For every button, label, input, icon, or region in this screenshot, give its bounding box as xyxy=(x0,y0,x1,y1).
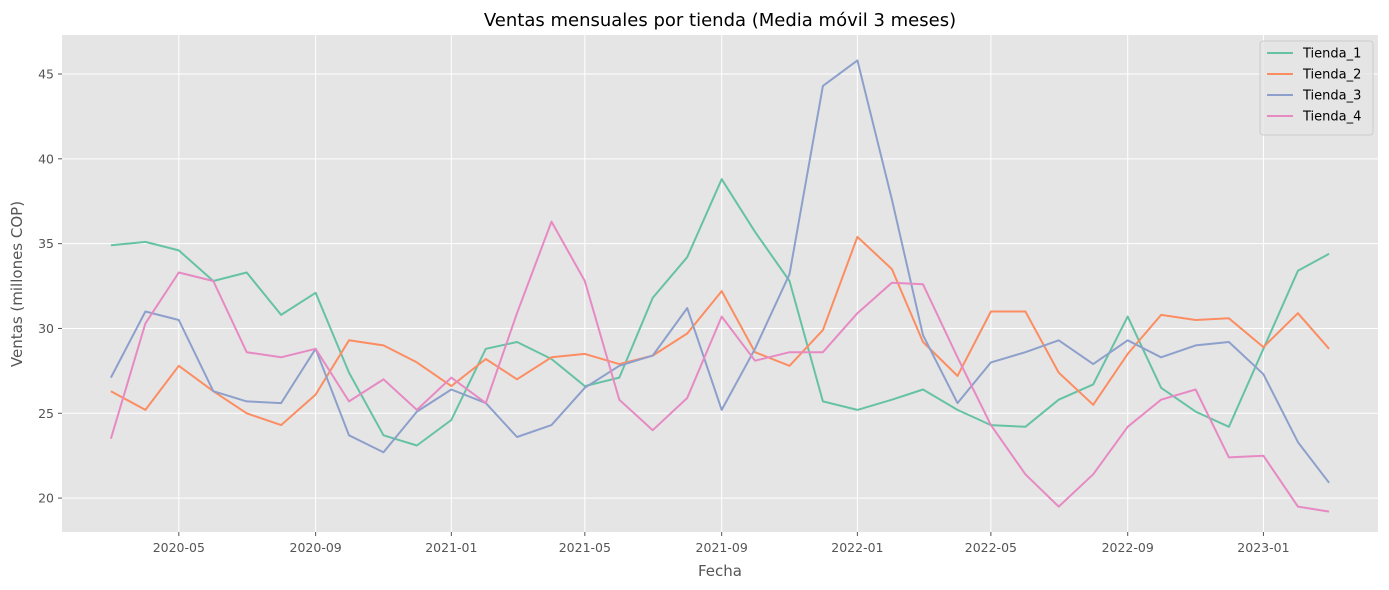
series-lines xyxy=(109,59,1330,513)
plot-background xyxy=(62,35,1378,532)
y-axis-label: Ventas (millones COP) xyxy=(8,201,26,367)
x-tick-label: 2023-01 xyxy=(1237,540,1289,555)
series-line-tienda_4 xyxy=(109,220,1330,513)
x-tick-label: 2020-09 xyxy=(290,540,342,555)
legend-label: Tienda_2 xyxy=(1302,68,1361,83)
chart-title: Ventas mensuales por tienda (Media móvil… xyxy=(484,10,956,31)
x-tick-label: 2020-05 xyxy=(153,540,205,555)
x-tick-label: 2022-09 xyxy=(1102,540,1154,555)
x-axis-label: Fecha xyxy=(698,562,742,580)
y-tick-label: 40 xyxy=(38,151,54,166)
y-tick-label: 25 xyxy=(38,406,54,421)
series-line-tienda_2 xyxy=(110,235,1330,427)
series-line-tienda_1 xyxy=(110,178,1330,447)
legend-box xyxy=(1259,40,1374,136)
legend: Tienda_1 Tienda_2 Tienda_3 Tienda_4 xyxy=(1259,40,1374,136)
x-tick-label: 2022-05 xyxy=(965,540,1017,555)
legend-label: Tienda_3 xyxy=(1302,89,1361,104)
x-tick-label: 2021-01 xyxy=(425,540,477,555)
x-tick-label: 2021-09 xyxy=(696,540,748,555)
grid-lines xyxy=(62,35,1378,532)
y-tick-label: 35 xyxy=(38,236,54,251)
legend-label: Tienda_4 xyxy=(1302,110,1361,125)
y-tick-label: 45 xyxy=(38,67,54,82)
x-tick-label: 2022-01 xyxy=(831,540,883,555)
y-tick-label: 20 xyxy=(38,491,54,506)
x-axis-ticks: 2020-05 2020-09 2021-01 2021-05 2021-09 2022-… xyxy=(153,532,1290,555)
legend-label: Tienda_1 xyxy=(1302,47,1361,62)
y-axis-ticks: 20 25 30 35 40 45 xyxy=(38,67,62,506)
x-tick-label: 2021-05 xyxy=(559,540,611,555)
y-tick-label: 30 xyxy=(38,321,54,336)
